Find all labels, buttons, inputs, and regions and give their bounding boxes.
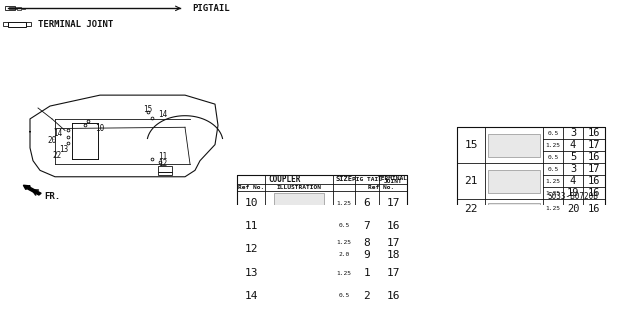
Text: 18: 18 <box>387 250 400 260</box>
Bar <box>8 22 26 27</box>
Bar <box>158 166 172 172</box>
Text: 19: 19 <box>567 188 579 198</box>
Text: 17: 17 <box>588 140 600 150</box>
Bar <box>5 6 15 10</box>
Bar <box>26 23 31 26</box>
Text: 5: 5 <box>570 152 576 162</box>
Text: 1: 1 <box>364 268 371 278</box>
Text: 11: 11 <box>158 152 168 161</box>
Text: PIG TAIL: PIG TAIL <box>352 177 382 182</box>
Text: 1.25: 1.25 <box>545 191 561 196</box>
Text: 16: 16 <box>588 176 600 186</box>
Text: 16: 16 <box>588 188 600 198</box>
Text: 2: 2 <box>364 291 371 301</box>
Text: 1.25: 1.25 <box>337 240 351 245</box>
Text: 0.5: 0.5 <box>339 223 349 228</box>
Text: 14: 14 <box>158 110 168 119</box>
Text: S033-B0720B: S033-B0720B <box>547 191 598 201</box>
Text: 0.5: 0.5 <box>339 293 349 299</box>
Text: SIZE: SIZE <box>335 176 353 182</box>
Text: 13: 13 <box>60 145 68 154</box>
Text: TERMINAL JOINT: TERMINAL JOINT <box>38 20 113 29</box>
Bar <box>488 134 540 157</box>
Text: 12: 12 <box>158 159 168 168</box>
Text: 1.25: 1.25 <box>545 143 561 148</box>
Text: 20: 20 <box>567 204 579 214</box>
Text: 12: 12 <box>244 244 258 254</box>
Text: ILLUSTRATION: ILLUSTRATION <box>276 185 321 190</box>
Text: 16: 16 <box>588 204 600 214</box>
Text: 17: 17 <box>588 164 600 174</box>
Bar <box>276 264 321 282</box>
Text: 20: 20 <box>47 136 56 145</box>
Bar <box>457 127 605 219</box>
Bar <box>274 194 324 213</box>
Text: COUPLER: COUPLER <box>269 175 301 184</box>
Text: 3: 3 <box>570 128 576 138</box>
Text: 16: 16 <box>588 152 600 162</box>
Text: 15: 15 <box>143 105 152 114</box>
Text: 21: 21 <box>464 176 477 186</box>
Text: 10: 10 <box>244 198 258 208</box>
Text: 1.25: 1.25 <box>545 206 561 211</box>
Bar <box>9 7 16 9</box>
Text: 7: 7 <box>364 221 371 231</box>
Bar <box>237 175 407 307</box>
Bar <box>281 289 317 303</box>
Text: 1.25: 1.25 <box>337 271 351 276</box>
Text: 11: 11 <box>244 221 258 231</box>
Bar <box>282 218 317 234</box>
Text: 1.25: 1.25 <box>337 201 351 206</box>
FancyArrow shape <box>24 185 41 195</box>
Text: 13: 13 <box>244 268 258 278</box>
Text: TERMINAL: TERMINAL <box>378 175 408 181</box>
Text: 17: 17 <box>387 268 400 278</box>
Text: 4: 4 <box>570 140 576 150</box>
Text: 2.0: 2.0 <box>339 252 349 257</box>
Text: 14: 14 <box>53 129 63 138</box>
Text: 22: 22 <box>464 204 477 214</box>
Text: JOINT: JOINT <box>383 179 403 184</box>
Text: 6: 6 <box>364 198 371 208</box>
Text: PIGTAIL: PIGTAIL <box>192 4 230 13</box>
Text: 16: 16 <box>387 291 400 301</box>
Text: 14: 14 <box>244 291 258 301</box>
Text: 0.5: 0.5 <box>547 155 559 160</box>
Text: 8: 8 <box>364 238 371 248</box>
Text: 16: 16 <box>588 128 600 138</box>
Bar <box>158 172 172 175</box>
Bar <box>488 170 540 193</box>
Text: 17: 17 <box>387 238 400 248</box>
Bar <box>488 203 540 215</box>
Text: Ref No.: Ref No. <box>238 185 264 190</box>
Bar <box>3 23 8 26</box>
Text: 1.25: 1.25 <box>545 179 561 184</box>
Text: 10: 10 <box>95 124 104 133</box>
Bar <box>22 8 25 9</box>
Text: 16: 16 <box>387 221 400 231</box>
Text: 17: 17 <box>387 198 400 208</box>
Text: 0.5: 0.5 <box>547 131 559 136</box>
Text: FR.: FR. <box>44 191 60 201</box>
Text: Ref No.: Ref No. <box>368 185 394 190</box>
Text: 9: 9 <box>364 250 371 260</box>
Text: 4: 4 <box>570 176 576 186</box>
Bar <box>17 7 21 10</box>
Text: 3: 3 <box>570 164 576 174</box>
Text: 22: 22 <box>52 151 61 160</box>
Text: 15: 15 <box>464 140 477 150</box>
Text: 0.5: 0.5 <box>547 167 559 172</box>
Bar <box>279 240 319 258</box>
